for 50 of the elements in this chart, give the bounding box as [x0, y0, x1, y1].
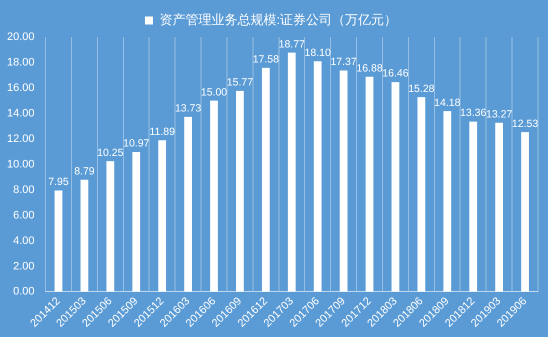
y-tick-label: 2.00 — [13, 260, 35, 272]
data-label: 10.97 — [123, 138, 150, 150]
bar — [495, 122, 504, 292]
data-label: 17.37 — [330, 56, 357, 68]
data-label: 13.36 — [460, 107, 486, 120]
y-tick-label: 18.00 — [6, 56, 35, 68]
y-tick-label: 6.00 — [13, 209, 35, 222]
data-label: 18.77 — [278, 38, 306, 50]
data-label: 18.10 — [304, 46, 331, 59]
data-label: 15.77 — [226, 76, 254, 89]
bar — [132, 152, 140, 292]
data-label: 16.46 — [382, 68, 409, 80]
bar — [236, 90, 244, 292]
y-tick-label: 12.00 — [6, 132, 35, 145]
bar — [54, 190, 62, 292]
bar — [80, 180, 88, 292]
bar — [392, 82, 400, 292]
data-label: 15.00 — [200, 86, 228, 98]
bar — [184, 116, 192, 292]
data-label: 17.58 — [252, 53, 280, 66]
data-label: 8.79 — [74, 165, 95, 178]
y-tick-label: 20.00 — [6, 31, 35, 44]
bar — [210, 100, 218, 292]
bar — [443, 111, 452, 292]
data-label: 14.18 — [434, 96, 461, 109]
bar — [469, 122, 478, 292]
bar — [366, 76, 374, 292]
bar — [340, 70, 348, 292]
bar — [158, 140, 166, 292]
y-tick-label: 0.00 — [13, 286, 35, 298]
bar — [417, 97, 426, 292]
y-tick-label: 8.00 — [13, 184, 35, 196]
data-label: 11.89 — [149, 126, 176, 138]
bar — [262, 68, 270, 292]
y-tick-label: 16.00 — [6, 82, 35, 94]
data-label: 13.27 — [486, 108, 512, 120]
y-tick-label: 10.00 — [6, 158, 35, 170]
bar — [288, 52, 296, 292]
bar — [521, 132, 529, 292]
data-label: 12.53 — [512, 118, 538, 130]
data-label: 13.73 — [174, 102, 202, 114]
y-tick-label: 4.00 — [13, 234, 35, 247]
bar — [106, 161, 114, 292]
bar — [314, 61, 322, 292]
data-label: 15.28 — [408, 82, 435, 95]
data-label: 16.88 — [356, 62, 383, 74]
legend-label: 资产管理业务总规模:证券公司（万亿元） — [159, 12, 398, 28]
data-label: 10.25 — [97, 146, 124, 159]
y-tick-label: 14.00 — [6, 107, 35, 120]
data-label: 7.95 — [48, 176, 69, 188]
